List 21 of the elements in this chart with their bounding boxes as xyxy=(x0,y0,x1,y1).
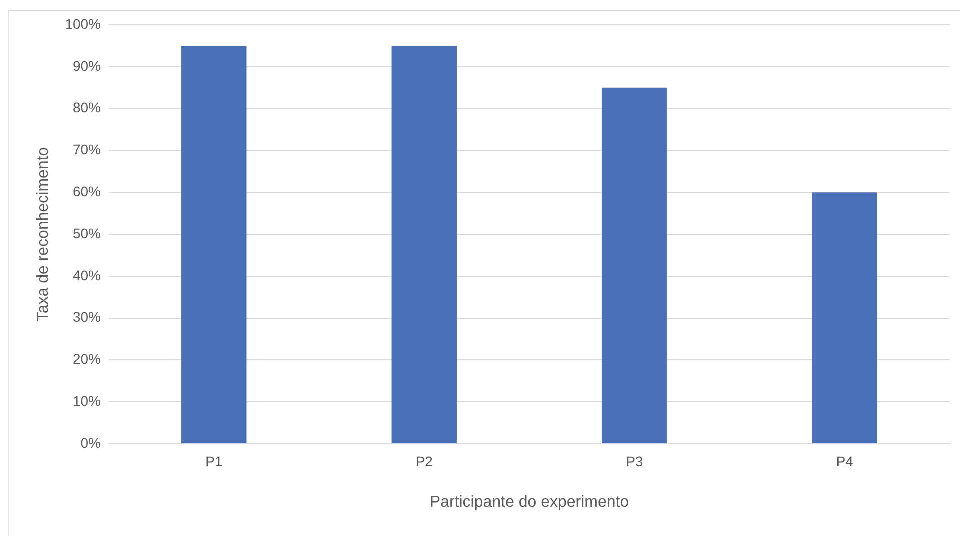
y-tick-label: 40% xyxy=(72,267,102,284)
bar xyxy=(392,46,457,444)
x-tick-label: P2 xyxy=(416,453,434,470)
x-tick-label: P1 xyxy=(206,453,223,470)
y-tick-label: 20% xyxy=(72,351,102,368)
bar xyxy=(182,46,247,444)
y-tick-label: 30% xyxy=(72,309,102,326)
y-tick-label: 70% xyxy=(72,142,102,158)
x-tick-label: P4 xyxy=(836,453,854,470)
y-tick-label: 50% xyxy=(72,225,102,242)
bar xyxy=(602,88,668,444)
y-tick-label: 10% xyxy=(72,392,102,409)
x-tick-label: P3 xyxy=(626,453,644,470)
y-tick-label: 100% xyxy=(65,16,102,32)
bar xyxy=(812,192,878,444)
y-tick-label: 60% xyxy=(72,183,102,200)
y-tick-label: 90% xyxy=(72,58,102,74)
x-axis-title: Participante do experimento xyxy=(430,494,630,511)
y-axis-title: Taxa de reconhecimento xyxy=(35,147,52,322)
y-tick-label: 0% xyxy=(80,434,102,451)
y-tick-label: 80% xyxy=(72,100,102,116)
